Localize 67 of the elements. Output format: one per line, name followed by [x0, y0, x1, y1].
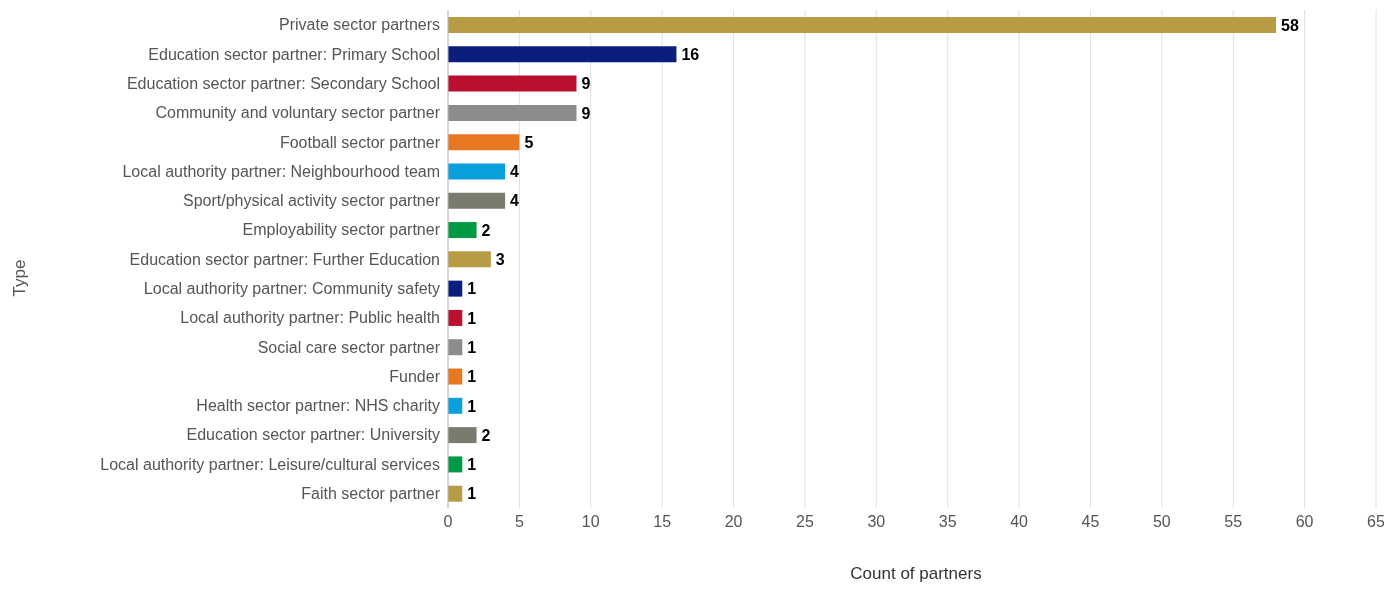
data-label: 3 — [495, 251, 505, 269]
y-tick-label: Education sector partner: University — [186, 426, 440, 444]
y-axis-title: Type — [10, 259, 30, 297]
data-label: 1 — [467, 309, 477, 327]
bar — [448, 427, 477, 444]
data-label: 1 — [467, 368, 477, 386]
bar — [448, 280, 463, 297]
x-axis-title: Count of partners — [849, 564, 983, 584]
bar — [448, 339, 463, 356]
data-label: 1 — [467, 456, 477, 474]
data-label: 58 — [1281, 16, 1299, 34]
data-label: 1 — [467, 397, 477, 415]
x-tick-label: 25 — [796, 513, 814, 531]
y-tick-label: Social care sector partner — [257, 338, 441, 356]
x-tick-label: 30 — [867, 513, 886, 531]
y-tick-label: Employability sector partner — [242, 221, 441, 239]
x-tick-label: 0 — [443, 513, 453, 531]
y-tick-label: Education sector partner: Secondary School — [126, 74, 440, 92]
bar — [448, 368, 463, 385]
x-tick-label: 15 — [653, 513, 672, 531]
y-tick-label: Community and voluntary sector partner — [155, 104, 441, 122]
x-tick-label: 60 — [1295, 513, 1314, 531]
y-tick-label: Health sector partner: NHS charity — [196, 397, 440, 415]
data-label: 9 — [581, 104, 591, 122]
y-tick-label: Education sector partner: Primary School — [148, 45, 440, 63]
bar — [448, 456, 463, 473]
data-label: 4 — [510, 163, 520, 181]
bar — [448, 397, 463, 414]
y-tick-label: Football sector partner — [279, 133, 441, 151]
bar — [448, 251, 491, 268]
x-tick-label: 35 — [938, 513, 957, 531]
data-label: 2 — [481, 221, 491, 239]
x-tick-label: 5 — [514, 513, 524, 531]
bar — [448, 75, 577, 92]
y-tick-label: Sport/physical activity sector partner — [183, 192, 441, 210]
x-tick-label: 45 — [1081, 513, 1100, 531]
y-tick-label: Local authority partner: Community safety — [143, 279, 440, 297]
data-label: 2 — [481, 426, 491, 444]
data-label: 4 — [510, 192, 520, 210]
y-tick-label: Local authority partner: Neighbourhood team — [122, 162, 440, 180]
data-label: 1 — [467, 280, 477, 298]
y-tick-label: Faith sector partner — [301, 485, 441, 503]
y-tick-label: Local authority partner: Public health — [180, 309, 440, 327]
bar — [448, 104, 577, 121]
y-tick-label: Education sector partner: Further Education — [129, 250, 440, 268]
bar — [448, 46, 677, 63]
y-tick-label: Private sector partners — [279, 16, 440, 34]
bar — [448, 192, 506, 209]
y-tick-label: Funder — [389, 367, 441, 385]
bar — [448, 17, 1277, 33]
x-tick-label: 55 — [1224, 513, 1243, 531]
x-tick-label: 40 — [1010, 513, 1029, 531]
bar — [448, 163, 506, 180]
x-tick-label: 65 — [1367, 513, 1385, 531]
data-label: 1 — [467, 338, 477, 356]
x-tick-label: 20 — [724, 513, 743, 531]
x-tick-label: 10 — [581, 513, 600, 531]
data-label: 5 — [524, 133, 534, 151]
bar — [448, 222, 477, 239]
bar — [448, 309, 463, 326]
y-tick-label: Local authority partner: Leisure/cultural services — [100, 455, 440, 473]
data-label: 9 — [581, 75, 591, 93]
bar — [448, 485, 463, 502]
data-label: 16 — [681, 45, 700, 63]
bar — [448, 134, 520, 151]
data-label: 1 — [467, 485, 477, 503]
x-tick-label: 50 — [1152, 513, 1171, 531]
